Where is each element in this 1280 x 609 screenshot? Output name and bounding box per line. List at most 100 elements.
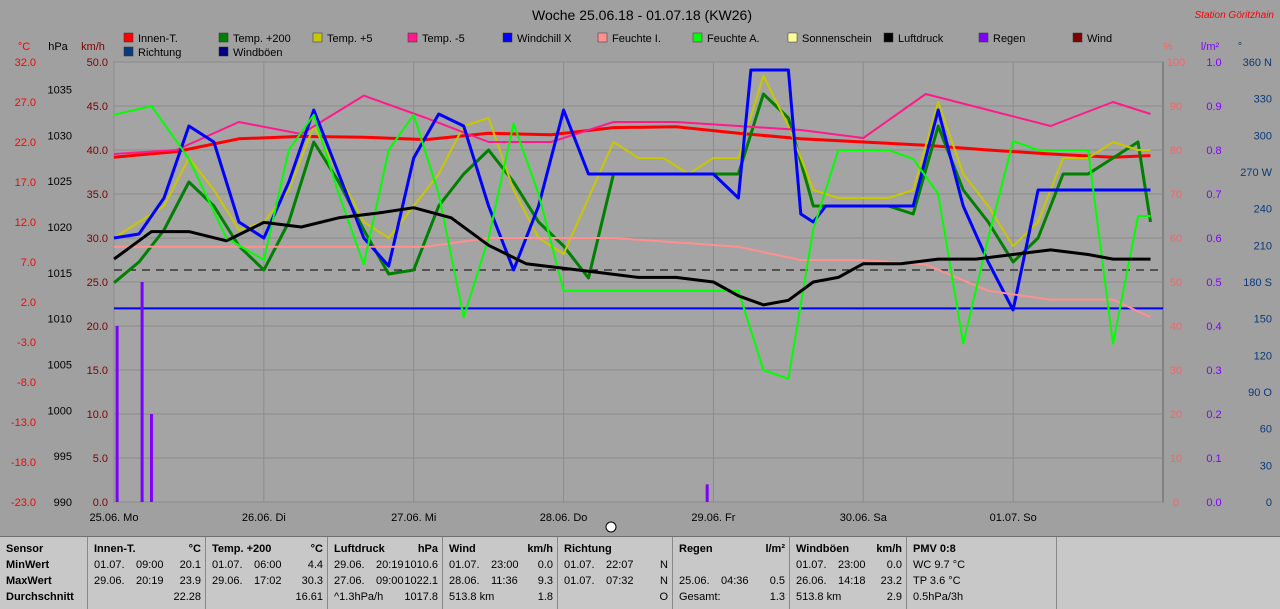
press-tick: 1015 [48, 268, 72, 280]
stat-time [955, 589, 1052, 605]
stats-row: 01.07. 07:32 N [564, 573, 668, 589]
temp-tick: -3.0 [17, 337, 36, 349]
stats-row: O [564, 589, 668, 605]
stat-time: 20:19 [376, 559, 404, 571]
stats-panel: Sensor MinWert MaxWert Durchschnitt Inne… [0, 536, 1280, 609]
stat-value: 1.3 [769, 591, 785, 603]
x-tick: 26.06. Di [242, 512, 286, 524]
legend-swatch [787, 32, 798, 43]
stat-time [955, 557, 1052, 573]
press-tick: 995 [54, 451, 72, 463]
legend-swatch [123, 46, 134, 57]
stat-value: 20.1 [179, 559, 201, 571]
series-line [113, 206, 1151, 307]
label-avg: Durchschnitt [6, 591, 74, 603]
temp-unit: °C [18, 41, 30, 53]
hum-tick: 30 [1170, 365, 1182, 377]
stat-value: 22.28 [173, 591, 201, 603]
stat-date: 01.07. [212, 559, 243, 571]
rain-tick: 1.0 [1206, 57, 1221, 69]
wind-tick: 10.0 [87, 409, 108, 421]
stat-time: 20:19 [136, 575, 164, 587]
stat-time: 07:32 [606, 575, 634, 587]
stat-date: 29.06. [334, 559, 365, 571]
dir-tick: 120 [1254, 350, 1272, 362]
wind-tick: 20.0 [87, 321, 108, 333]
legend-item: Temp. +5 [327, 33, 373, 45]
series-line [114, 237, 1151, 319]
press-tick: 1030 [48, 130, 72, 142]
stats-row: 01.07. 06:00 4.4 [212, 557, 323, 573]
stat-date: 01.07. [449, 559, 480, 571]
stat-date: 26.06. [796, 575, 827, 587]
stat-date: 29.06. [94, 575, 125, 587]
legend-item: Richtung [138, 47, 181, 59]
stat-time: 17:02 [254, 575, 282, 587]
stat-time [955, 573, 1052, 589]
dir-tick: 150 [1254, 314, 1272, 326]
temp-tick: 17.0 [15, 177, 36, 189]
stats-block-header: Luftdruck hPa [334, 541, 438, 557]
stats-row: 29.06. 17:02 30.3 [212, 573, 323, 589]
dir-tick: 60 [1260, 424, 1272, 436]
dir-tick: 270 W [1240, 167, 1272, 179]
dir-tick: 360 N [1243, 57, 1272, 69]
rain-tick: 0.6 [1206, 233, 1221, 245]
stats-block-header: Wind km/h [449, 541, 553, 557]
legend-swatch [1072, 32, 1083, 43]
stat-time: 09:00 [376, 575, 404, 587]
stats-block: Richtung 01.07. 22:07 N 01.07. 07:32 N O [558, 537, 673, 609]
stat-date: 513.8 km [796, 591, 842, 603]
legend-swatch [218, 32, 229, 43]
stats-block: Regen l/m² 25.06. 04:36 0.5 Gesamt: 1.3 [673, 537, 790, 609]
x-tick: 25.06. Mo [90, 512, 139, 524]
temp-tick: 2.0 [21, 297, 36, 309]
stat-time [606, 589, 659, 605]
legend-item: Wind [1087, 33, 1112, 45]
stats-row: 01.07. 23:00 0.0 [796, 557, 902, 573]
stats-row: 29.06. 20:19 23.9 [94, 573, 201, 589]
stat-time: 22:07 [606, 559, 634, 571]
series-line [113, 68, 1151, 312]
stat-time [136, 589, 173, 605]
wind-tick: 0.0 [93, 497, 108, 509]
stat-value: 0.5 [769, 575, 785, 587]
stat-value: 0.0 [886, 559, 902, 571]
press-tick: 1000 [48, 405, 72, 417]
rain-tick: 0.8 [1206, 145, 1221, 157]
wind-tick: 35.0 [87, 189, 108, 201]
block-unit: °C [188, 543, 201, 555]
stat-time: 04:36 [721, 575, 749, 587]
stat-date: Gesamt: [679, 591, 721, 603]
stat-value: 1017.8 [404, 591, 438, 603]
temp-tick: 32.0 [15, 57, 36, 69]
hum-tick: 10 [1170, 453, 1182, 465]
stat-time: 09:00 [136, 559, 164, 571]
block-unit: km/h [876, 543, 902, 555]
stats-block-header: PMV 0:8 [913, 541, 1052, 557]
hum-tick: 100 [1167, 57, 1185, 69]
rain-bars [115, 282, 709, 502]
hum-tick: 0 [1173, 497, 1179, 509]
legend-item: Windböen [233, 47, 283, 59]
rain-tick: 0.4 [1206, 321, 1221, 333]
x-tick: 01.07. So [990, 512, 1037, 524]
stats-block-header: Temp. +200 °C [212, 541, 323, 557]
legend-item: Regen [993, 33, 1025, 45]
stats-row: ^1.3hPa/h 1017.8 [334, 589, 438, 605]
stats-row: 25.06. 04:36 0.5 [679, 573, 785, 589]
stat-date: 01.07. [94, 559, 125, 571]
temp-tick: 27.0 [15, 97, 36, 109]
reference-lines [114, 269, 1163, 310]
press-tick: 1020 [48, 222, 72, 234]
rain-tick: 0.0 [1206, 497, 1221, 509]
block-title: Innen-T. [94, 543, 136, 555]
legend-item: Windchill X [517, 33, 572, 45]
time-marker[interactable] [605, 521, 617, 533]
hum-unit: % [1163, 41, 1173, 53]
stat-date: 01.07. [564, 575, 595, 587]
block-unit: l/m² [765, 543, 785, 555]
dir-tick: 240 [1254, 204, 1272, 216]
stats-row: 01.07. 23:00 0.0 [449, 557, 553, 573]
stat-time: 14:18 [838, 575, 866, 587]
